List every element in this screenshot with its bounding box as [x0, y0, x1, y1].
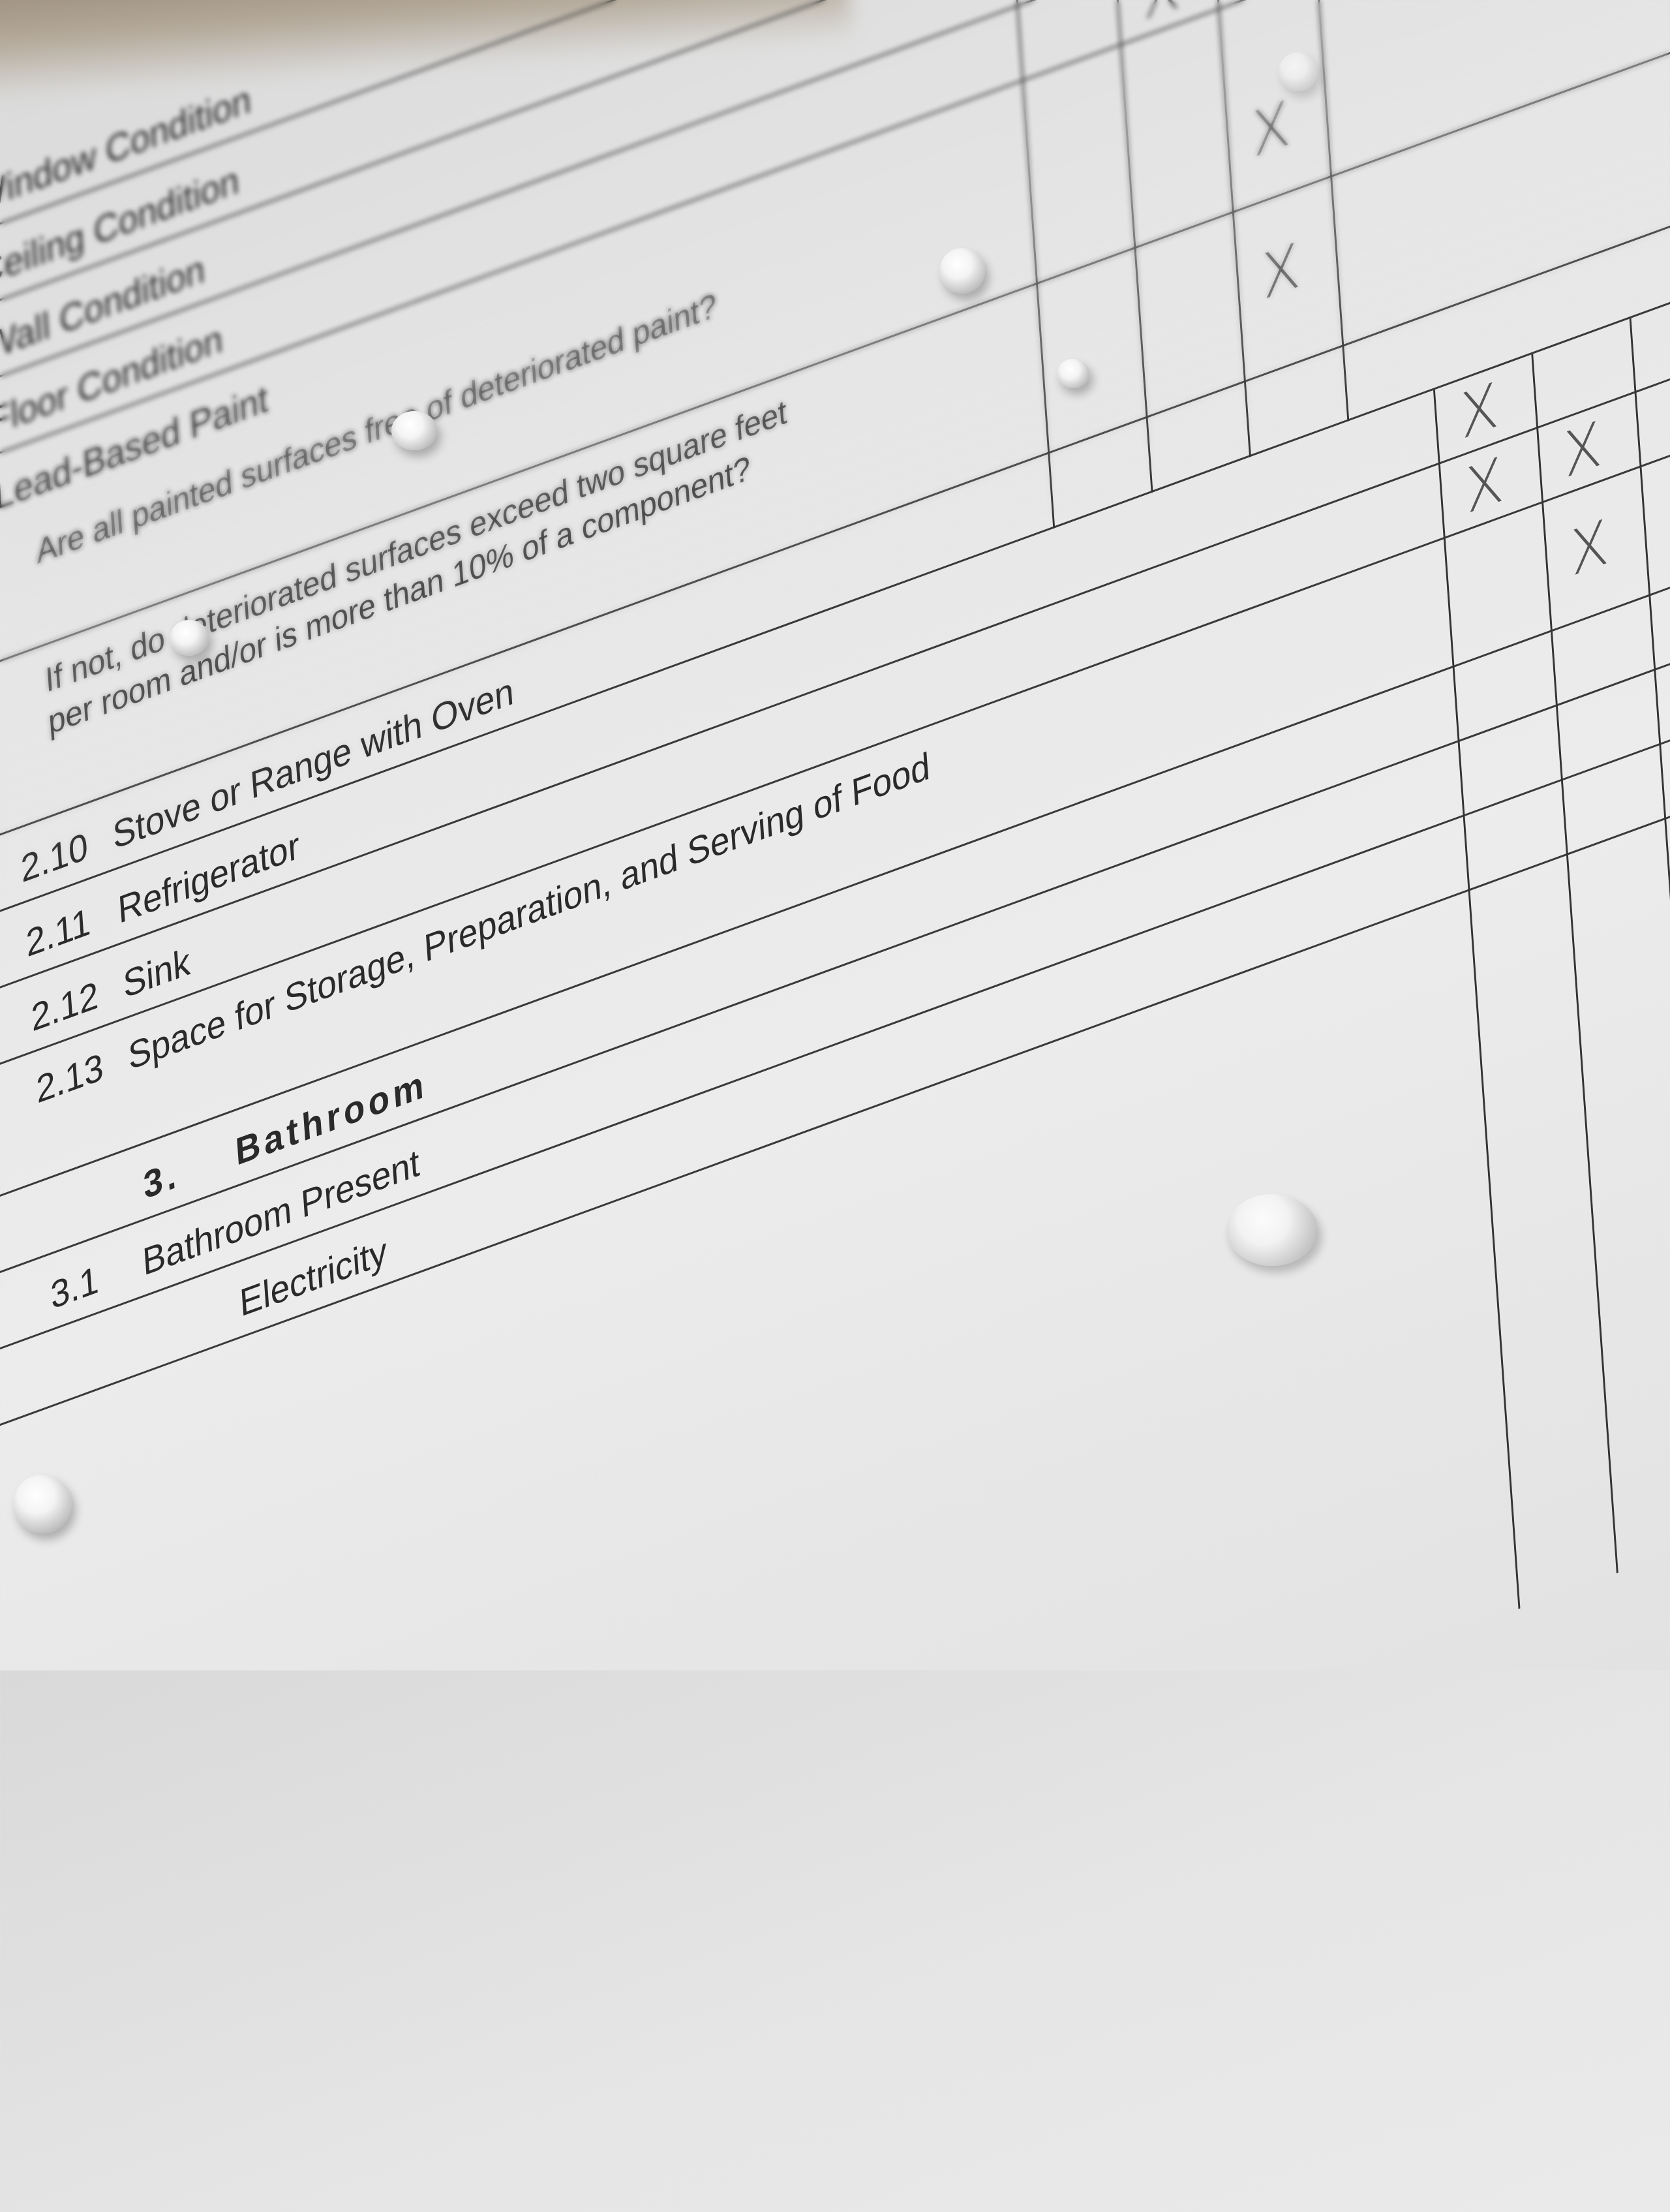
water-droplet — [391, 411, 437, 450]
row-number: 2.13 — [35, 1044, 105, 1112]
water-droplet — [1279, 52, 1318, 91]
check-mark-x: X — [1568, 506, 1611, 591]
row-label: Sink — [121, 939, 192, 1007]
water-droplet — [13, 1475, 72, 1533]
water-droplet — [170, 620, 209, 656]
check-mark-x: X — [1463, 443, 1506, 529]
water-droplet — [1226, 1194, 1318, 1266]
check-mark-x: X — [1249, 87, 1293, 172]
check-mark-x: X — [1259, 229, 1303, 315]
check-mark-x: X — [1457, 369, 1501, 454]
check-mark-x: X — [1561, 407, 1604, 493]
water-droplet — [1057, 359, 1089, 388]
water-droplet — [939, 248, 985, 294]
